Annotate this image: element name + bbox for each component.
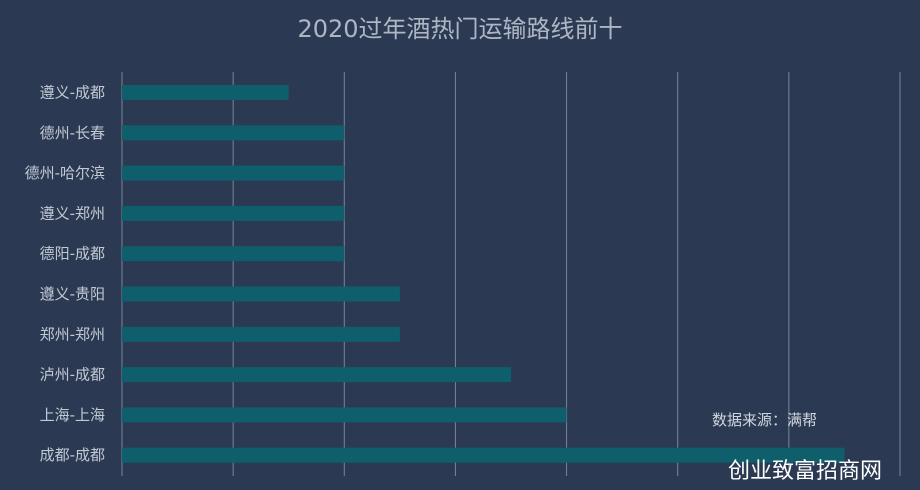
category-label: 遵义-贵阳 xyxy=(40,285,105,303)
source-note: 数据来源：满帮 xyxy=(712,411,817,429)
bar-1 xyxy=(122,125,345,141)
watermark: 创业致富招商网 xyxy=(728,459,882,484)
category-label: 郑州-郑州 xyxy=(40,325,105,343)
bars xyxy=(122,85,845,463)
chart-title: 2020过年酒热门运输路线前十 xyxy=(297,15,622,43)
bar-5 xyxy=(122,286,400,302)
category-label: 德州-哈尔滨 xyxy=(25,164,105,182)
category-labels: 遵义-成都德州-长春德州-哈尔滨遵义-郑州德阳-成都遵义-贵阳郑州-郑州泸州-成… xyxy=(25,84,105,465)
category-label: 德州-长春 xyxy=(40,124,105,142)
bar-0 xyxy=(122,85,289,100)
category-label: 德阳-成都 xyxy=(40,245,105,263)
category-label: 上海-上海 xyxy=(40,406,105,424)
category-label: 成都-成都 xyxy=(40,446,105,464)
bar-8 xyxy=(122,407,567,423)
bar-2 xyxy=(122,165,345,181)
bar-3 xyxy=(122,205,345,221)
bar-4 xyxy=(122,246,345,262)
category-label: 遵义-成都 xyxy=(40,84,105,102)
bar-7 xyxy=(122,367,511,383)
bar-9 xyxy=(122,447,845,463)
category-label: 泸州-成都 xyxy=(40,366,105,384)
bar-6 xyxy=(122,326,400,342)
category-label: 遵义-郑州 xyxy=(40,204,105,222)
